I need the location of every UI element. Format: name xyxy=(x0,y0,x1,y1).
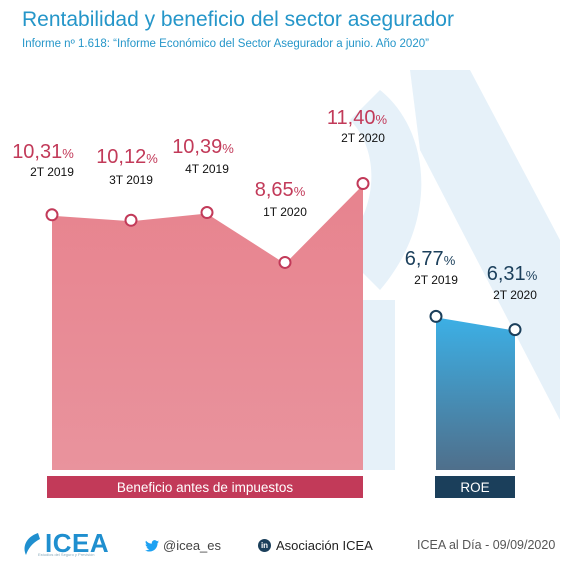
beneficio-point xyxy=(200,206,214,220)
logo-text: ICEA xyxy=(45,528,110,558)
beneficio-value-label: 11,40% xyxy=(327,107,388,129)
roe-value-label: 6,31% xyxy=(487,263,538,285)
beneficio-area xyxy=(52,183,363,470)
chart-subtitle: Informe nº 1.618: “Informe Económico del… xyxy=(22,38,429,50)
beneficio-point xyxy=(45,208,59,222)
linkedin-link[interactable]: in Asociación ICEA xyxy=(258,538,373,553)
roe-point xyxy=(429,309,443,323)
icea-logo-icon xyxy=(24,532,40,555)
beneficio-point xyxy=(356,177,370,191)
source-date: ICEA al Día - 09/09/2020 xyxy=(417,538,556,552)
beneficio-legend-band xyxy=(47,476,363,498)
roe-category-label: 2T 2020 xyxy=(493,288,537,302)
beneficio-point xyxy=(278,255,292,269)
roe-point xyxy=(508,323,522,337)
twitter-handle: @icea_es xyxy=(163,538,222,553)
beneficio-category-label: 2T 2020 xyxy=(341,131,385,145)
twitter-bird-icon xyxy=(145,539,159,552)
twitter-link[interactable]: @icea_es xyxy=(145,538,221,553)
beneficio-category-label: 3T 2019 xyxy=(109,173,153,187)
logo-tagline: Estudios del Seguro y Previsión xyxy=(38,552,95,557)
beneficio-category-label: 4T 2019 xyxy=(185,162,229,176)
footer: ICEA Estudios del Seguro y Previsión @ic… xyxy=(0,522,567,567)
linkedin-icon: in xyxy=(258,539,271,552)
beneficio-value-label: 10,12% xyxy=(96,146,158,168)
roe-category-label: 2T 2019 xyxy=(414,273,458,287)
linkedin-label: Asociación ICEA xyxy=(276,538,373,553)
roe-value-label: 6,77% xyxy=(405,248,456,270)
beneficio-legend-label: Beneficio antes de impuestos xyxy=(117,480,294,495)
roe-legend-label: ROE xyxy=(460,480,489,495)
roe-area xyxy=(436,316,515,470)
icea-logo[interactable]: ICEA xyxy=(20,528,109,559)
beneficio-category-label: 2T 2019 xyxy=(30,165,74,179)
beneficio-value-label: 10,31% xyxy=(12,141,74,163)
roe-legend-band xyxy=(435,476,515,498)
chart-canvas: Beneficio antes de impuestos 10,31% 2T 201… xyxy=(12,70,560,498)
roe-line xyxy=(435,315,516,331)
beneficio-value-label: 10,39% xyxy=(172,136,234,158)
beneficio-value-label: 8,65% xyxy=(255,179,306,201)
beneficio-point xyxy=(124,213,138,227)
chart-title: Rentabilidad y beneficio del sector aseg… xyxy=(22,8,454,31)
beneficio-category-label: 1T 2020 xyxy=(263,205,307,219)
